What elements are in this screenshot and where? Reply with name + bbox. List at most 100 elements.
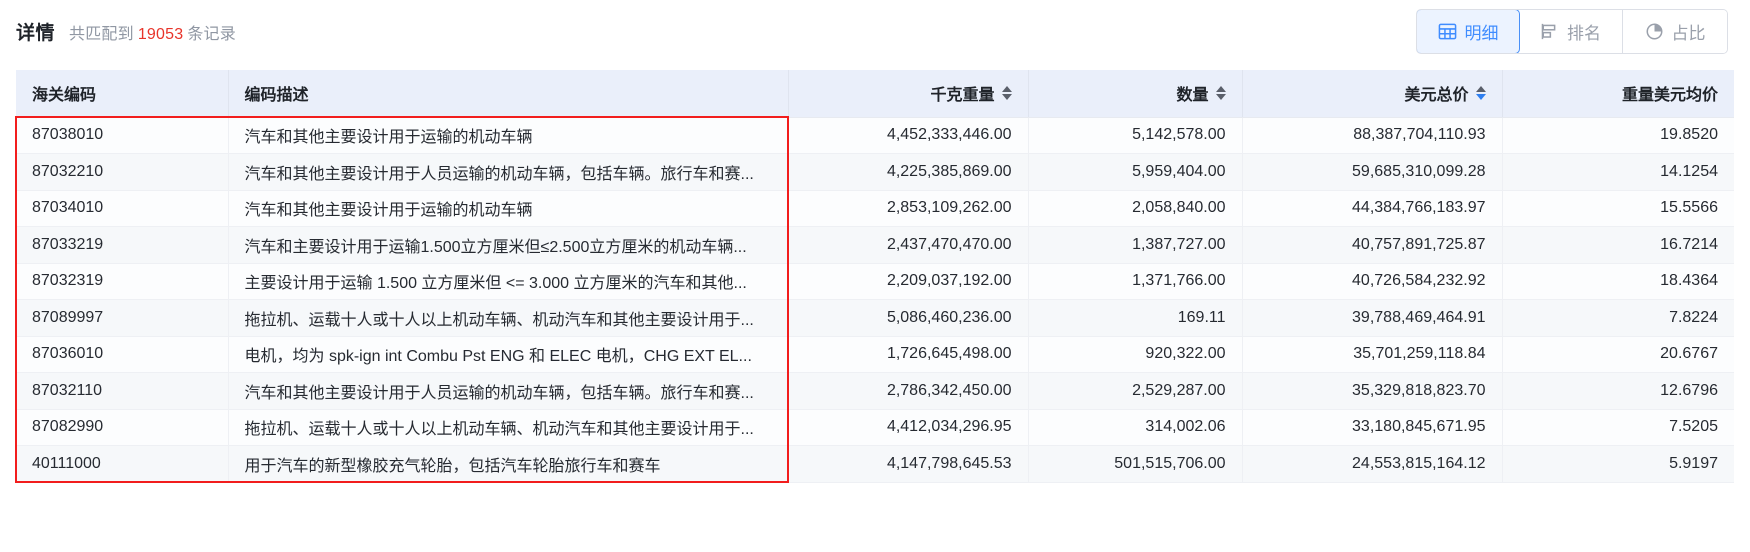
cell-kg: 2,853,109,262.00 bbox=[788, 190, 1029, 227]
cell-code: 87032110 bbox=[16, 372, 229, 410]
cell-code: 87032210 bbox=[16, 153, 229, 191]
cell-desc: 汽车和其他主要设计用于人员运输的机动车辆，包括车辆。旅行车和赛... bbox=[228, 153, 789, 191]
table-row[interactable]: 87038010 汽车和其他主要设计用于运输的机动车辆 4,452,333,446.… bbox=[16, 117, 1734, 154]
cell-avg: 16.7214 bbox=[1502, 226, 1734, 264]
col-header-quantity-label: 数量 bbox=[1176, 87, 1209, 105]
cell-kg: 2,786,342,450.00 bbox=[788, 372, 1029, 410]
bar-rank-icon bbox=[1540, 22, 1559, 41]
col-header-code-description: 编码描述 bbox=[228, 70, 789, 118]
cell-kg: 2,209,037,192.00 bbox=[788, 263, 1029, 300]
cell-usd: 33,180,845,671.95 bbox=[1242, 409, 1503, 446]
cell-qty: 1,387,727.00 bbox=[1028, 226, 1243, 264]
table-body: 87038010 汽车和其他主要设计用于运输的机动车辆 4,452,333,446.… bbox=[16, 117, 1734, 483]
cell-desc: 汽车和主要设计用于运输1.500立方厘米但≤2.500立方厘米的机动车辆... bbox=[228, 226, 789, 264]
match-count: 19053 bbox=[137, 25, 184, 43]
cell-desc: 主要设计用于运输 1.500 立方厘米但 <= 3.000 立方厘米的汽车和其他… bbox=[228, 263, 789, 300]
table-row[interactable]: 87036010 电机，均为 spk-ign int Combu Pst ENG … bbox=[16, 336, 1734, 373]
cell-usd: 35,329,818,823.70 bbox=[1242, 372, 1503, 410]
col-header-usd-total-label: 美元总价 bbox=[1404, 87, 1469, 105]
table-row[interactable]: 87032110 汽车和其他主要设计用于人员运输的机动车辆，包括车辆。旅行车和赛.… bbox=[16, 372, 1734, 410]
match-suffix: 条记录 bbox=[187, 25, 236, 43]
cell-avg: 5.9197 bbox=[1502, 445, 1734, 483]
cell-code: 87036010 bbox=[16, 336, 229, 373]
table-row[interactable]: 40111000 用于汽车的新型橡胶充气轮胎，包括汽车轮胎旅行车和赛车 4,147,… bbox=[16, 445, 1734, 483]
col-header-usd-total[interactable]: 美元总价 bbox=[1242, 70, 1503, 118]
cell-code: 40111000 bbox=[16, 445, 229, 483]
view-toggle-share[interactable]: 占比 bbox=[1623, 9, 1727, 53]
sort-toggle-kg-weight[interactable] bbox=[1001, 86, 1012, 101]
page-header: 详情 共匹配到 19053 条记录 明细 bbox=[0, 0, 1750, 62]
cell-usd: 35,701,259,118.84 bbox=[1242, 336, 1503, 373]
cell-desc: 汽车和其他主要设计用于人员运输的机动车辆，包括车辆。旅行车和赛... bbox=[228, 372, 789, 410]
cell-avg: 7.5205 bbox=[1502, 409, 1734, 446]
cell-code: 87034010 bbox=[16, 190, 229, 227]
table-header-row: 海关编码 编码描述 千克重量 数量 bbox=[16, 70, 1734, 118]
view-toggle-detail-label: 明细 bbox=[1464, 23, 1499, 43]
title-block: 详情 共匹配到 19053 条记录 bbox=[16, 18, 236, 45]
cell-code: 87033219 bbox=[16, 226, 229, 264]
cell-desc: 拖拉机、运载十人或十人以上机动车辆、机动汽车和其他主要设计用于... bbox=[228, 299, 789, 337]
cell-avg: 20.6767 bbox=[1502, 336, 1734, 373]
table-head: 海关编码 编码描述 千克重量 数量 bbox=[16, 70, 1734, 118]
match-prefix: 共匹配到 bbox=[69, 25, 134, 43]
cell-avg: 14.1254 bbox=[1502, 153, 1734, 191]
cell-qty: 501,515,706.00 bbox=[1028, 445, 1243, 483]
cell-desc: 汽车和其他主要设计用于运输的机动车辆 bbox=[228, 117, 789, 154]
cell-desc: 用于汽车的新型橡胶充气轮胎，包括汽车轮胎旅行车和赛车 bbox=[228, 445, 789, 483]
cell-kg: 4,452,333,446.00 bbox=[788, 117, 1029, 154]
detail-table-wrap: 海关编码 编码描述 千克重量 数量 bbox=[15, 70, 1734, 483]
cell-kg: 4,147,798,645.53 bbox=[788, 445, 1029, 483]
cell-code: 87038010 bbox=[16, 117, 229, 154]
table-row[interactable]: 87089997 拖拉机、运载十人或十人以上机动车辆、机动汽车和其他主要设计用于.… bbox=[16, 299, 1734, 337]
col-header-usd-avg-per-weight-label: 重量美元均价 bbox=[1621, 87, 1718, 105]
cell-qty: 2,058,840.00 bbox=[1028, 190, 1243, 227]
col-header-customs-code: 海关编码 bbox=[16, 70, 229, 118]
cell-avg: 19.8520 bbox=[1502, 117, 1734, 154]
table-row[interactable]: 87082990 拖拉机、运载十人或十人以上机动车辆、机动汽车和其他主要设计用于.… bbox=[16, 409, 1734, 446]
detail-table: 海关编码 编码描述 千克重量 数量 bbox=[16, 70, 1734, 483]
sort-toggle-quantity[interactable] bbox=[1215, 86, 1226, 101]
cell-code: 87082990 bbox=[16, 409, 229, 446]
cell-usd: 44,384,766,183.97 bbox=[1242, 190, 1503, 227]
cell-usd: 40,726,584,232.92 bbox=[1242, 263, 1503, 300]
table-row[interactable]: 87034010 汽车和其他主要设计用于运输的机动车辆 2,853,109,262.… bbox=[16, 190, 1734, 227]
col-header-kg-weight[interactable]: 千克重量 bbox=[788, 70, 1029, 118]
cell-avg: 15.5566 bbox=[1502, 190, 1734, 227]
table-grid-icon bbox=[1438, 22, 1457, 41]
cell-qty: 920,322.00 bbox=[1028, 336, 1243, 373]
table-row[interactable]: 87033219 汽车和主要设计用于运输1.500立方厘米但≤2.500立方厘米的… bbox=[16, 226, 1734, 264]
cell-avg: 12.6796 bbox=[1502, 372, 1734, 410]
cell-avg: 7.8224 bbox=[1502, 299, 1734, 337]
view-toggle-detail[interactable]: 明细 bbox=[1417, 9, 1520, 53]
view-toggle-ranking-label: 排名 bbox=[1567, 23, 1601, 43]
col-header-code-description-label: 编码描述 bbox=[244, 87, 309, 105]
cell-usd: 59,685,310,099.28 bbox=[1242, 153, 1503, 191]
cell-kg: 2,437,470,470.00 bbox=[788, 226, 1029, 264]
table-row[interactable]: 87032210 汽车和其他主要设计用于人员运输的机动车辆，包括车辆。旅行车和赛.… bbox=[16, 153, 1734, 191]
col-header-quantity[interactable]: 数量 bbox=[1028, 70, 1243, 118]
cell-avg: 18.4364 bbox=[1502, 263, 1734, 300]
view-toggle-ranking[interactable]: 排名 bbox=[1519, 9, 1623, 53]
cell-code: 87089997 bbox=[16, 299, 229, 337]
col-header-customs-code-label: 海关编码 bbox=[32, 87, 97, 105]
cell-kg: 5,086,460,236.00 bbox=[788, 299, 1029, 337]
cell-kg: 1,726,645,498.00 bbox=[788, 336, 1029, 373]
cell-qty: 169.11 bbox=[1028, 299, 1243, 337]
cell-usd: 88,387,704,110.93 bbox=[1242, 117, 1503, 154]
cell-qty: 5,959,404.00 bbox=[1028, 153, 1243, 191]
cell-desc: 汽车和其他主要设计用于运输的机动车辆 bbox=[228, 190, 789, 227]
col-header-kg-weight-label: 千克重量 bbox=[930, 87, 995, 105]
view-toggle-group[interactable]: 明细 排名 占比 bbox=[1416, 8, 1728, 54]
cell-desc: 电机，均为 spk-ign int Combu Pst ENG 和 ELEC 电… bbox=[228, 336, 789, 373]
cell-qty: 314,002.06 bbox=[1028, 409, 1243, 446]
page-title: 详情 bbox=[16, 22, 56, 44]
sort-toggle-usd-total[interactable] bbox=[1475, 86, 1486, 101]
cell-kg: 4,412,034,296.95 bbox=[788, 409, 1029, 446]
cell-code: 87032319 bbox=[16, 263, 229, 300]
cell-qty: 2,529,287.00 bbox=[1028, 372, 1243, 410]
cell-qty: 5,142,578.00 bbox=[1028, 117, 1243, 154]
pie-chart-icon bbox=[1645, 22, 1664, 41]
table-row[interactable]: 87032319 主要设计用于运输 1.500 立方厘米但 <= 3.000 立方… bbox=[16, 263, 1734, 300]
cell-usd: 39,788,469,464.91 bbox=[1242, 299, 1503, 337]
cell-desc: 拖拉机、运载十人或十人以上机动车辆、机动汽车和其他主要设计用于... bbox=[228, 409, 789, 446]
